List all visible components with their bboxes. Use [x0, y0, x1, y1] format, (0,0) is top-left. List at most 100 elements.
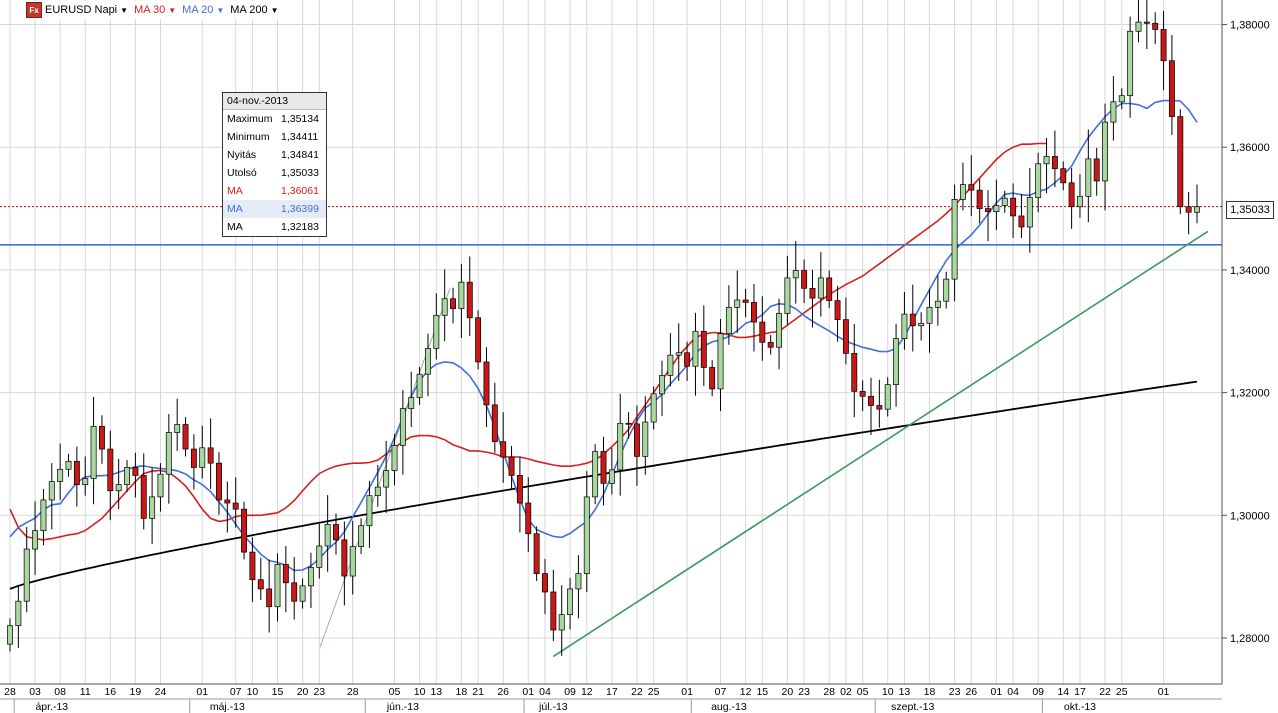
candle-body — [834, 300, 841, 320]
candle-body — [349, 546, 356, 577]
ma200-label: MA 200 — [230, 4, 268, 16]
candle-body — [324, 524, 331, 547]
x-day-label: 23 — [313, 686, 325, 698]
x-day-label: 12 — [740, 686, 752, 698]
ma30-label: MA 30 — [134, 4, 166, 16]
info-row-value: 1,35134 — [281, 113, 319, 125]
candle-body — [893, 338, 900, 385]
candle-body — [1110, 101, 1117, 123]
x-day-label: 25 — [648, 686, 660, 698]
candle-body — [1127, 30, 1134, 97]
ma30-line — [9, 142, 1047, 541]
candle-body — [140, 475, 147, 519]
trendline-up — [552, 230, 1209, 658]
x-day-label: 15 — [272, 686, 284, 698]
candle-body — [700, 330, 707, 368]
candle-body — [1051, 156, 1058, 170]
candle-body — [416, 373, 423, 398]
candle-body — [558, 614, 565, 631]
candle-body — [1018, 215, 1025, 228]
x-month-label: aug.-13 — [711, 701, 747, 713]
x-day-label: 05 — [857, 686, 869, 698]
candle-body — [725, 306, 732, 335]
ma20-selector[interactable]: MA 20 ▼ — [182, 4, 224, 16]
candle-body — [1043, 156, 1050, 165]
candle-body — [99, 425, 105, 450]
x-day-label: 28 — [4, 686, 16, 698]
info-row: Utolsó 1,35033 — [223, 164, 326, 182]
info-row: Minimum 1,34411 — [223, 128, 326, 146]
candle-body — [115, 484, 122, 492]
candle-body — [1143, 21, 1150, 24]
last-price-tag: 1,35033 — [1226, 201, 1274, 219]
info-row-value: 1,34411 — [281, 131, 319, 143]
info-row: Nyitás 1,34841 — [223, 146, 326, 164]
candle-body — [458, 281, 465, 309]
candle-body — [266, 588, 273, 608]
y-tick-label: 1,30000 — [1230, 510, 1270, 522]
candle-body — [82, 478, 89, 485]
candle-body — [207, 447, 214, 464]
candle-body — [650, 393, 657, 423]
candle-body — [734, 299, 741, 308]
x-day-label: 01 — [1158, 686, 1170, 698]
candle-body — [107, 448, 114, 492]
x-day-label: 22 — [1099, 686, 1111, 698]
ma30-selector[interactable]: MA 30 ▼ — [134, 4, 176, 16]
instrument-selector[interactable]: Fx EURUSD Napi ▼ — [26, 2, 128, 18]
candle-body — [500, 441, 507, 458]
candle-body — [1135, 21, 1142, 32]
candle-body — [633, 423, 640, 457]
y-axis-panel — [1222, 0, 1278, 713]
candle-body — [926, 306, 933, 324]
candle-body — [90, 425, 97, 479]
candle-body — [909, 313, 916, 327]
candle-body — [959, 184, 966, 200]
candle-body — [450, 298, 456, 309]
candle-body — [1177, 116, 1184, 208]
x-day-label: 07 — [230, 686, 242, 698]
candle-body — [851, 352, 858, 392]
candle-body — [274, 564, 281, 608]
candle-body — [491, 404, 498, 443]
candle-body — [1118, 95, 1125, 103]
candle-body — [667, 354, 674, 376]
candle-body — [516, 475, 523, 504]
y-tick-label: 1,38000 — [1230, 20, 1270, 32]
candle-body — [918, 322, 925, 327]
candle-body — [307, 567, 314, 587]
candle-body — [525, 502, 532, 535]
ma200-selector[interactable]: MA 200 ▼ — [230, 4, 278, 16]
candle-body — [157, 473, 164, 498]
x-day-label: 01 — [681, 686, 693, 698]
candle-body — [190, 448, 197, 468]
candle-body — [40, 499, 47, 531]
x-month-label: okt.-13 — [1064, 701, 1096, 713]
candle-body — [742, 299, 749, 303]
candle-body — [483, 361, 490, 406]
x-day-label: 05 — [389, 686, 401, 698]
candle-body — [257, 579, 264, 590]
ohlc-info-box: 04-nov.-2013 Maximum 1,35134 Minimum 1,3441… — [222, 92, 327, 237]
candle-body — [567, 588, 574, 616]
candle-body — [374, 486, 381, 497]
candle-body — [174, 424, 181, 433]
candle-body — [993, 205, 1000, 212]
x-day-label: 13 — [430, 686, 442, 698]
x-day-label: 26 — [497, 686, 509, 698]
x-day-label: 23 — [949, 686, 961, 698]
candle-body — [466, 281, 473, 319]
candle-body — [550, 591, 557, 631]
candle-body — [1001, 197, 1008, 206]
candle-body — [901, 313, 908, 339]
candle-body — [976, 189, 983, 209]
x-day-label: 10 — [882, 686, 894, 698]
candle-body — [1060, 168, 1067, 184]
info-row-label: Nyitás — [227, 149, 257, 161]
candle-body — [583, 496, 590, 574]
x-month-label: szept.-13 — [891, 701, 934, 713]
candle-body — [659, 375, 665, 395]
candle-body — [625, 422, 632, 425]
candle-body — [299, 585, 306, 602]
x-day-label: 02 — [840, 686, 852, 698]
